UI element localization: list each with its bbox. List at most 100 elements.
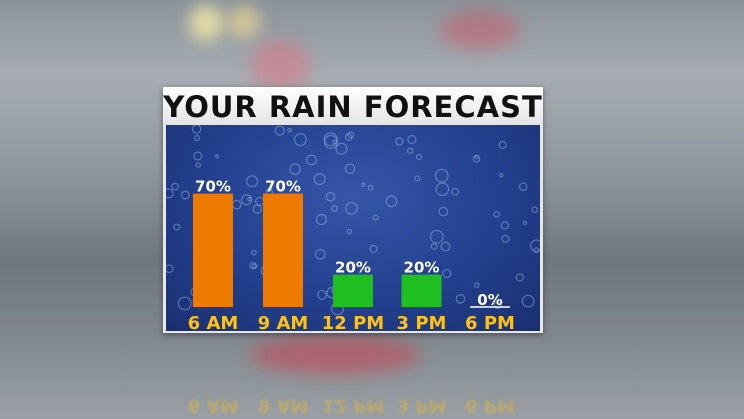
raindrop (166, 264, 174, 274)
raindrop (274, 125, 285, 136)
bg-light (440, 10, 520, 50)
raindrop (474, 154, 479, 160)
bg-light (188, 5, 224, 41)
raindrop (177, 296, 192, 311)
reflected-category-label: 6 AM (188, 395, 239, 416)
raindrop (251, 249, 257, 256)
reflected-category-label: 6 PM (465, 395, 515, 416)
raindrop (313, 173, 326, 186)
raindrop (493, 211, 500, 218)
raindrop (414, 175, 421, 182)
raindrop (521, 294, 535, 308)
raindrop (251, 263, 258, 269)
rain-forecast-panel: YOUR RAIN FORECAST 70% 6 AM 70% 9 AM 20% 12 P… (163, 87, 543, 333)
raindrop (429, 229, 444, 244)
bg-light (228, 6, 260, 38)
data-label: 0% (477, 291, 502, 309)
raindrop (529, 239, 540, 252)
raindrop (287, 127, 293, 133)
raindrop (406, 147, 414, 155)
raindrop (522, 220, 528, 226)
reflected-category-label: 3 PM (397, 395, 447, 416)
category-label: 6 AM (188, 313, 239, 331)
raindrop (315, 213, 328, 226)
raindrop (369, 244, 378, 253)
raindrop (498, 140, 507, 150)
raindrop (430, 243, 438, 250)
raindrop (247, 196, 252, 202)
raindrop (231, 199, 242, 210)
raindrop (173, 223, 181, 231)
reflected-category-label: 9 AM (258, 395, 309, 416)
raindrop (347, 131, 355, 139)
chart-title: YOUR RAIN FORECAST (163, 87, 543, 125)
raindrop (395, 137, 404, 146)
bg-light (250, 40, 310, 90)
raindrop (193, 134, 201, 142)
raindrop (195, 162, 201, 168)
raindrop (473, 282, 480, 289)
raindrop (180, 190, 190, 200)
raindrop (344, 163, 356, 174)
raindrop (317, 289, 327, 300)
raindrop (252, 204, 262, 214)
reflection: 6 AM 9 AM 12 PM 3 PM 6 PM (163, 378, 543, 419)
data-label: 20% (404, 259, 440, 277)
raindrop (451, 187, 459, 196)
bar (193, 193, 233, 307)
raindrop (215, 154, 220, 159)
raindrop (533, 247, 540, 254)
raindrop (191, 125, 202, 134)
data-label: 70% (265, 178, 301, 196)
raindrop (531, 206, 538, 213)
plot-area: 70% 6 AM 70% 9 AM 20% 12 PM 20% 3 PM 0% 6 PM (166, 125, 540, 331)
raindrop (407, 134, 417, 145)
bar (333, 274, 373, 307)
raindrop (472, 155, 481, 163)
raindrop (240, 194, 252, 206)
raindrop (344, 133, 353, 142)
data-label: 70% (195, 178, 231, 196)
raindrop (455, 293, 466, 304)
category-label: 9 AM (258, 313, 309, 331)
raindrop (367, 184, 374, 191)
raindrop (323, 132, 338, 147)
raindrop (331, 205, 338, 212)
category-label: 12 PM (322, 313, 384, 331)
raindrop (314, 249, 326, 260)
raindrop (171, 182, 179, 191)
raindrop (345, 202, 358, 215)
raindrop (249, 261, 257, 270)
reflected-labels: 6 AM 9 AM 12 PM 3 PM 6 PM (188, 395, 515, 416)
raindrop (193, 151, 203, 161)
raindrop (323, 134, 339, 150)
raindrop (440, 241, 451, 252)
raindrop (306, 154, 317, 166)
raindrop (500, 221, 510, 230)
raindrop (346, 228, 353, 235)
raindrop (515, 273, 524, 282)
raindrop (416, 153, 423, 161)
raindrop (501, 234, 510, 243)
raindrop (335, 142, 348, 155)
raindrop (435, 182, 450, 196)
category-label: 6 PM (465, 313, 515, 331)
bar (401, 274, 442, 307)
raindrop (166, 188, 174, 199)
raindrop (498, 173, 504, 178)
raindrop (493, 301, 502, 310)
raindrop (325, 191, 336, 202)
reflected-category-label: 12 PM (322, 395, 384, 416)
raindrop (442, 269, 452, 279)
raindrop (385, 195, 398, 208)
category-label: 3 PM (397, 313, 447, 331)
raindrop (255, 196, 265, 207)
raindrop (518, 182, 528, 192)
raindrop (372, 214, 379, 221)
raindrop (434, 168, 449, 183)
bg-light (250, 335, 420, 375)
raindrop (246, 175, 259, 188)
raindrop (438, 206, 449, 217)
raindrop (293, 133, 307, 147)
data-label: 20% (335, 259, 371, 277)
